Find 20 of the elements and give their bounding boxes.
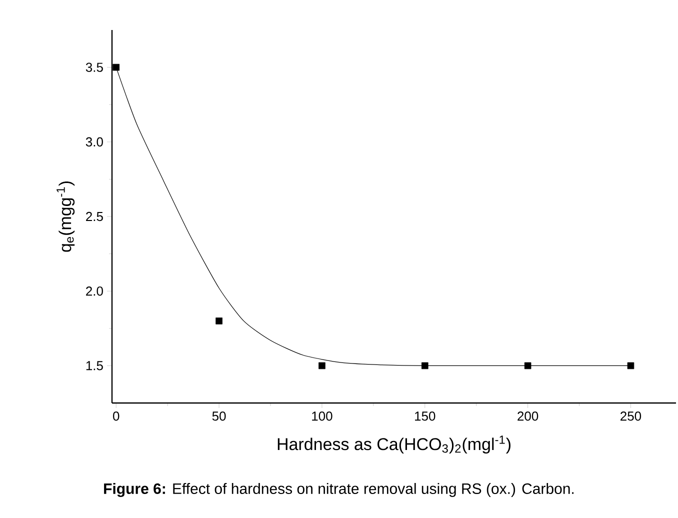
x-tick-label: 50 bbox=[212, 412, 226, 421]
y-tick-label: 2.5 bbox=[86, 212, 103, 222]
point bbox=[627, 362, 634, 370]
x-tick-label: 0 bbox=[113, 412, 120, 421]
y-tick-label: 1.5 bbox=[86, 361, 103, 370]
y-tick-label: 3.0 bbox=[86, 137, 103, 147]
x-tick-label: 200 bbox=[518, 412, 538, 421]
text: Figure 6: Effect of hardness on nitrate removal using RS (ox.) Carbon. bbox=[104, 482, 574, 498]
point bbox=[216, 318, 222, 324]
x-axis-title: Hardness as Ca(HCO$_{3}$)$_{2}$(mgl$^{-1}$) bbox=[278, 436, 510, 454]
x-tick-label: 100 bbox=[312, 412, 332, 421]
y-tick-label: 3.5 bbox=[86, 62, 103, 72]
x-tick-label: 250 bbox=[620, 412, 642, 421]
point bbox=[318, 362, 326, 370]
point bbox=[112, 64, 120, 71]
point bbox=[524, 362, 532, 370]
point bbox=[421, 362, 428, 370]
y-tick-label: 2.0 bbox=[86, 286, 103, 296]
y-axis-title: q$_{e}$(mgg$^{-1}$) bbox=[56, 182, 75, 252]
x-tick-label: 150 bbox=[415, 412, 436, 421]
